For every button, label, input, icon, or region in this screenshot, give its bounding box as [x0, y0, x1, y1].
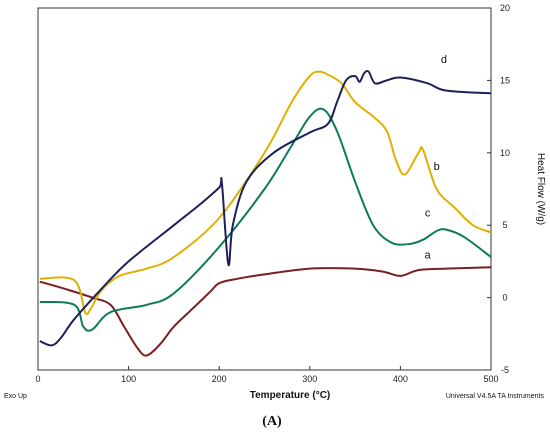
- plot-frame: [37, 7, 492, 371]
- series-line-d: [39, 69, 492, 347]
- series-label-c: c: [425, 208, 431, 220]
- series-label-a: a: [425, 250, 432, 262]
- series-line-b: [39, 70, 492, 316]
- series-labels: a b c d: [425, 54, 447, 261]
- y-tick-label: 15: [500, 75, 510, 85]
- x-tick-label: 300: [302, 374, 317, 384]
- y-tick-label: 0: [502, 293, 507, 303]
- series-line-a: [39, 266, 492, 357]
- series-label-b: b: [434, 161, 440, 173]
- y-axis-title: Heat Flow (W/g): [535, 153, 546, 225]
- x-tick-label: 0: [35, 374, 40, 384]
- y-axis-ticks: -5 0 5 10 15 20: [487, 3, 510, 375]
- footer-right: Universal V4.5A TA Instruments: [446, 393, 545, 400]
- panel-label: (A): [262, 414, 282, 429]
- series-line-c: [39, 107, 492, 332]
- x-tick-label: 400: [393, 374, 408, 384]
- x-tick-label: 100: [121, 374, 136, 384]
- x-tick-label: 500: [483, 374, 498, 384]
- y-tick-label: 10: [500, 148, 510, 158]
- series-layer: [39, 69, 492, 357]
- x-axis-title: Temperature (°C): [250, 390, 331, 401]
- series-label-d: d: [441, 54, 447, 66]
- footer-left: Exo Up: [4, 393, 27, 400]
- y-tick-label: 5: [502, 220, 507, 230]
- x-tick-label: 200: [212, 374, 227, 384]
- x-axis-ticks: 0 100 200 300 400 500: [35, 366, 499, 384]
- y-tick-label: 20: [500, 3, 510, 13]
- y-tick-label: -5: [501, 365, 509, 375]
